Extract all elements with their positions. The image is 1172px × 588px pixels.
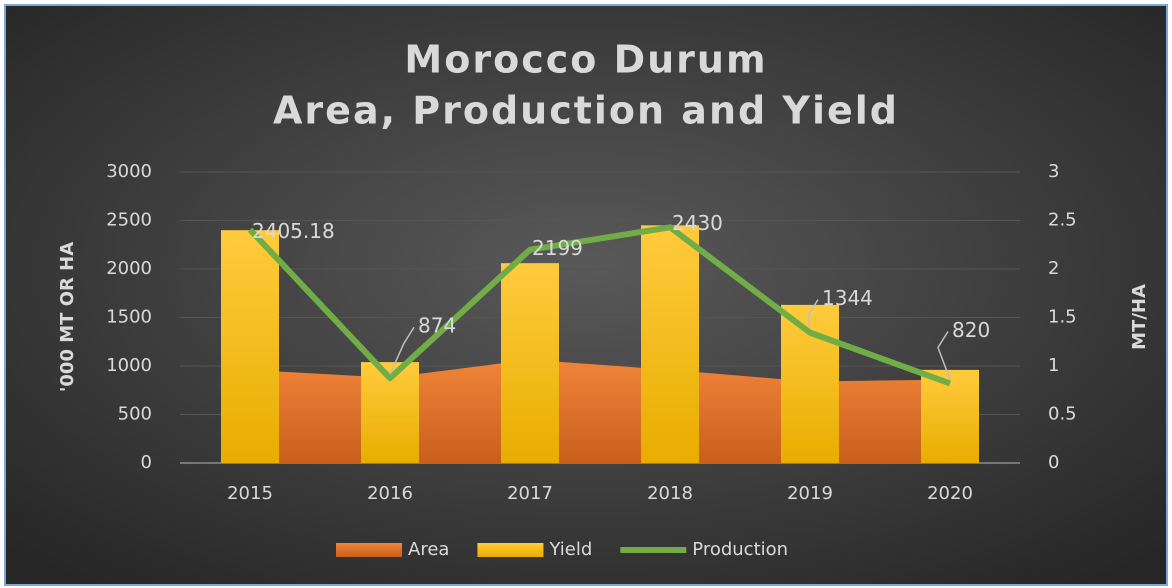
y-tick-label: 2000 <box>106 258 152 279</box>
legend-label: Area <box>408 539 449 560</box>
x-tick-label: 2018 <box>647 483 693 504</box>
x-tick-label: 2020 <box>927 483 973 504</box>
x-tick-label: 2016 <box>367 483 413 504</box>
data-label: 2199 <box>532 236 583 260</box>
data-label: 2405.18 <box>252 219 335 243</box>
area <box>250 359 950 463</box>
y2-tick-label: 0.5 <box>1048 404 1077 425</box>
y2-tick-label: 2 <box>1048 258 1059 279</box>
bar <box>641 225 699 463</box>
legend-swatch <box>477 543 544 557</box>
leader-line <box>807 299 819 329</box>
y-tick-label: 1000 <box>106 355 152 376</box>
y2-tick-label: 2.5 <box>1048 210 1077 231</box>
bar <box>501 263 559 463</box>
y-axis-title: '000 MT OR HA <box>57 242 78 392</box>
chart-title: Morocco Durum <box>404 38 767 82</box>
x-tick-label: 2015 <box>227 483 273 504</box>
x-tick-label: 2017 <box>507 483 553 504</box>
x-tick-label: 2019 <box>787 483 833 504</box>
data-label: 820 <box>952 318 990 342</box>
chart-title: Area, Production and Yield <box>273 89 899 133</box>
bar <box>221 230 279 463</box>
y2-tick-label: 3 <box>1048 161 1059 182</box>
legend-label: Production <box>692 539 788 560</box>
y-tick-label: 3000 <box>106 161 152 182</box>
data-label: 2430 <box>672 211 723 235</box>
y2-tick-label: 0 <box>1048 452 1059 473</box>
legend-swatch <box>336 543 402 557</box>
y-tick-label: 2500 <box>106 210 152 231</box>
y-tick-label: 1500 <box>106 307 152 328</box>
legend-label: Yield <box>548 539 592 560</box>
leader-line <box>937 331 951 380</box>
data-label: 874 <box>418 314 456 338</box>
data-label: 1344 <box>822 286 873 310</box>
line <box>247 224 952 387</box>
bar <box>921 369 979 463</box>
y-tick-label: 0 <box>141 452 152 473</box>
y2-axis-title: MT/HA <box>1129 284 1150 350</box>
leader-line <box>389 326 415 375</box>
y-tick-label: 500 <box>118 404 152 425</box>
chart-background <box>4 4 1168 586</box>
y2-tick-label: 1 <box>1048 355 1059 376</box>
y2-tick-label: 1.5 <box>1048 307 1077 328</box>
